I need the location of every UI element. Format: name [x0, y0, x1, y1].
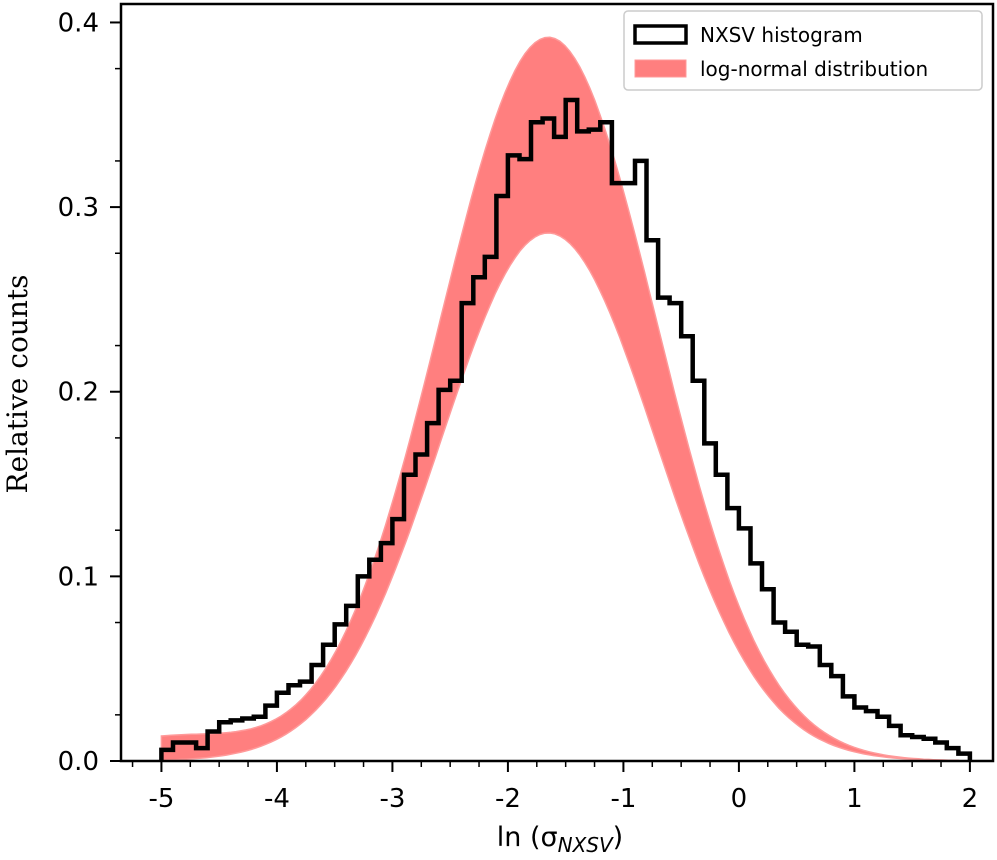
x-tick-label: 0	[731, 784, 748, 814]
y-tick-label: 0.2	[58, 378, 99, 408]
x-axis-label: ln (σNXSV)	[497, 822, 623, 857]
y-tick-label: 0.0	[58, 747, 99, 777]
legend: NXSV histogram log-normal distribution	[623, 10, 983, 91]
y-axis-label: Relative counts	[1, 274, 34, 493]
x-tick-label: 1	[846, 784, 863, 814]
log-normal-band	[160, 36, 960, 762]
log-normal-band-layer	[160, 36, 960, 762]
axis-ticks-layer: -5 -4 -3 -2 -1 0 1 2 0.0 0.1 0.2 0.3 0.4	[58, 8, 979, 814]
x-axis-label-close: )	[613, 822, 624, 853]
x-tick-label: -4	[264, 784, 290, 814]
y-tick-label: 0.1	[58, 562, 99, 592]
y-tick-label: 0.3	[58, 193, 99, 223]
x-tick-label: -2	[495, 784, 521, 814]
y-tick-label: 0.4	[58, 8, 99, 38]
x-tick-label: 2	[962, 784, 979, 814]
legend-swatch-histogram	[633, 24, 688, 45]
histogram-step-layer	[159, 97, 973, 761]
legend-label-band: log-normal distribution	[700, 57, 928, 81]
legend-swatch-band	[634, 59, 687, 78]
x-tick-label: -5	[148, 784, 174, 814]
histogram-steps	[159, 97, 973, 761]
x-tick-label: -3	[379, 784, 405, 814]
x-axis-label-subscript: NXSV	[558, 833, 614, 857]
legend-label-histogram: NXSV histogram	[700, 23, 863, 47]
legend-frame	[623, 10, 983, 91]
plot-frame	[119, 2, 995, 763]
x-axis-label-main: ln (σ	[497, 822, 558, 853]
x-tick-label: -1	[610, 784, 636, 814]
